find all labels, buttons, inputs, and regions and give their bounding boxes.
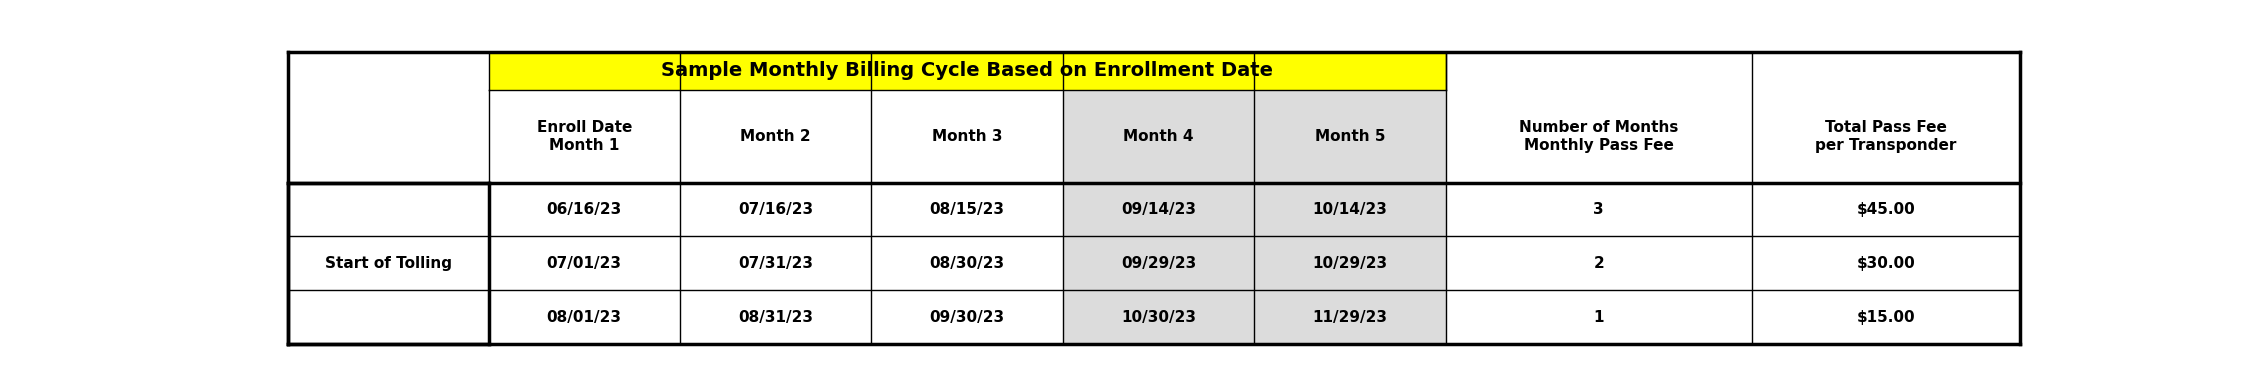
Bar <box>288 90 488 183</box>
Bar <box>680 90 871 183</box>
Text: 08/31/23: 08/31/23 <box>738 310 813 325</box>
Bar <box>1062 290 1254 344</box>
Text: $15.00: $15.00 <box>1857 310 1916 325</box>
Text: 07/31/23: 07/31/23 <box>738 256 813 271</box>
Bar <box>1254 236 1445 290</box>
Bar <box>1445 236 1751 290</box>
Bar <box>1254 290 1445 344</box>
Bar <box>488 52 1445 90</box>
Text: 09/30/23: 09/30/23 <box>930 310 1004 325</box>
Bar <box>488 183 680 236</box>
Bar <box>680 236 871 290</box>
Bar <box>680 183 871 236</box>
Bar <box>1445 290 1751 344</box>
Text: Month 4: Month 4 <box>1123 129 1193 144</box>
Text: Sample Monthly Billing Cycle Based on Enrollment Date: Sample Monthly Billing Cycle Based on En… <box>662 62 1274 80</box>
Bar <box>1751 290 2019 344</box>
Text: 11/29/23: 11/29/23 <box>1312 310 1387 325</box>
Bar <box>1751 183 2019 236</box>
Bar <box>871 236 1062 290</box>
Text: 1: 1 <box>1594 310 1605 325</box>
Text: 08/01/23: 08/01/23 <box>547 310 621 325</box>
Bar <box>871 290 1062 344</box>
Text: 09/29/23: 09/29/23 <box>1121 256 1195 271</box>
Text: 07/01/23: 07/01/23 <box>547 256 621 271</box>
Bar <box>1751 236 2019 290</box>
Bar <box>1062 183 1254 236</box>
Text: $30.00: $30.00 <box>1857 256 1916 271</box>
Bar <box>488 236 680 290</box>
Text: Month 2: Month 2 <box>741 129 810 144</box>
Text: 08/30/23: 08/30/23 <box>930 256 1004 271</box>
Bar <box>1751 90 2019 183</box>
Bar <box>288 236 488 290</box>
Bar <box>288 183 488 236</box>
Bar <box>1254 90 1445 183</box>
Bar <box>1254 183 1445 236</box>
Bar <box>680 290 871 344</box>
Bar <box>1062 236 1254 290</box>
Bar <box>1062 90 1254 183</box>
Bar <box>871 183 1062 236</box>
Bar <box>488 290 680 344</box>
Text: 10/30/23: 10/30/23 <box>1121 310 1195 325</box>
Text: Number of Months
Monthly Pass Fee: Number of Months Monthly Pass Fee <box>1519 120 1679 152</box>
Text: 2: 2 <box>1594 256 1605 271</box>
Bar <box>1445 183 1751 236</box>
Bar <box>288 290 488 344</box>
Text: 10/14/23: 10/14/23 <box>1312 202 1387 217</box>
Text: 09/14/23: 09/14/23 <box>1121 202 1195 217</box>
Text: 08/15/23: 08/15/23 <box>930 202 1004 217</box>
Bar <box>488 90 680 183</box>
Bar <box>1445 90 1751 183</box>
Text: $45.00: $45.00 <box>1857 202 1916 217</box>
Text: 06/16/23: 06/16/23 <box>547 202 621 217</box>
Text: Start of Tolling: Start of Tolling <box>324 256 452 271</box>
Text: Month 3: Month 3 <box>932 129 1002 144</box>
Text: Total Pass Fee
per Transponder: Total Pass Fee per Transponder <box>1814 120 1956 152</box>
Text: Enroll Date
Month 1: Enroll Date Month 1 <box>536 120 633 152</box>
Text: Month 5: Month 5 <box>1315 129 1384 144</box>
Text: 07/16/23: 07/16/23 <box>738 202 813 217</box>
Text: 3: 3 <box>1594 202 1605 217</box>
Bar <box>871 90 1062 183</box>
Text: 10/29/23: 10/29/23 <box>1312 256 1387 271</box>
